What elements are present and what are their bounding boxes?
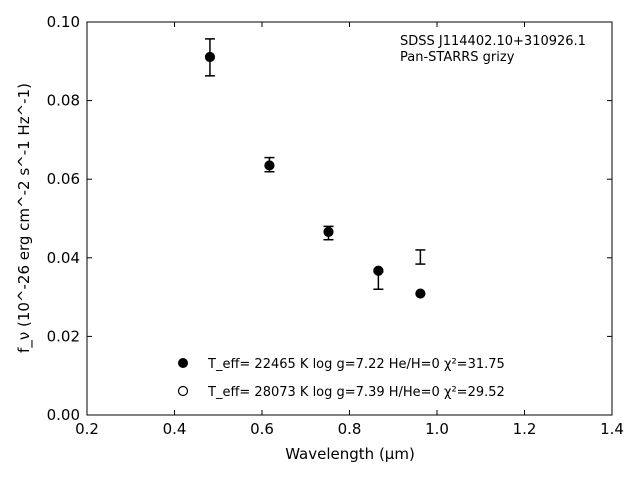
legend: T_eff= 22465 K log g=7.22 He/H=0 χ²=31.7… <box>177 357 505 400</box>
x-tick-label: 1.0 <box>425 420 449 438</box>
y-tick-label: 0.06 <box>47 170 80 188</box>
ticks: 0.2 0.4 0.6 0.8 1.0 1.2 1.4 0.00 0.02 0.04 0.06 0.0… <box>47 13 624 438</box>
x-tick-label: 0.4 <box>163 420 187 438</box>
x-axis-label: Wavelength (μm) <box>285 445 415 463</box>
model-point-filled <box>373 265 384 276</box>
model-point-filled <box>415 288 426 299</box>
model-point-filled <box>204 51 216 63</box>
x-tick-label: 0.8 <box>338 420 362 438</box>
legend-marker-filled <box>178 358 188 368</box>
x-tick-label: 0.6 <box>250 420 274 438</box>
annotation-line-1: SDSS J114402.10+310926.1 <box>400 34 586 49</box>
x-tick-label: 1.2 <box>513 420 537 438</box>
y-tick-label: 0.08 <box>47 92 80 110</box>
x-tick-label: 0.2 <box>75 420 99 438</box>
model-points <box>204 51 426 299</box>
y-tick-label: 0.02 <box>47 327 80 345</box>
error-bars <box>204 38 426 290</box>
x-tick-label: 1.4 <box>600 420 624 438</box>
legend-entry-1: T_eff= 22465 K log g=7.22 He/H=0 χ²=31.7… <box>207 357 505 372</box>
model-point-filled <box>323 226 334 237</box>
y-axis-label: f_ν (10^-26 erg cm^-2 s^-1 Hz^-1) <box>15 83 34 353</box>
error-bar <box>415 249 426 265</box>
model-point-filled <box>264 160 275 171</box>
legend-entry-2: T_eff= 28073 K log g=7.39 H/He=0 χ²=29.5… <box>207 385 505 400</box>
y-tick-label: 0.00 <box>47 406 80 424</box>
y-tick-label: 0.10 <box>47 13 80 31</box>
annotation-line-2: Pan-STARRS grizy <box>400 50 515 65</box>
legend-marker-open <box>177 385 189 397</box>
y-tick-label: 0.04 <box>47 249 80 267</box>
